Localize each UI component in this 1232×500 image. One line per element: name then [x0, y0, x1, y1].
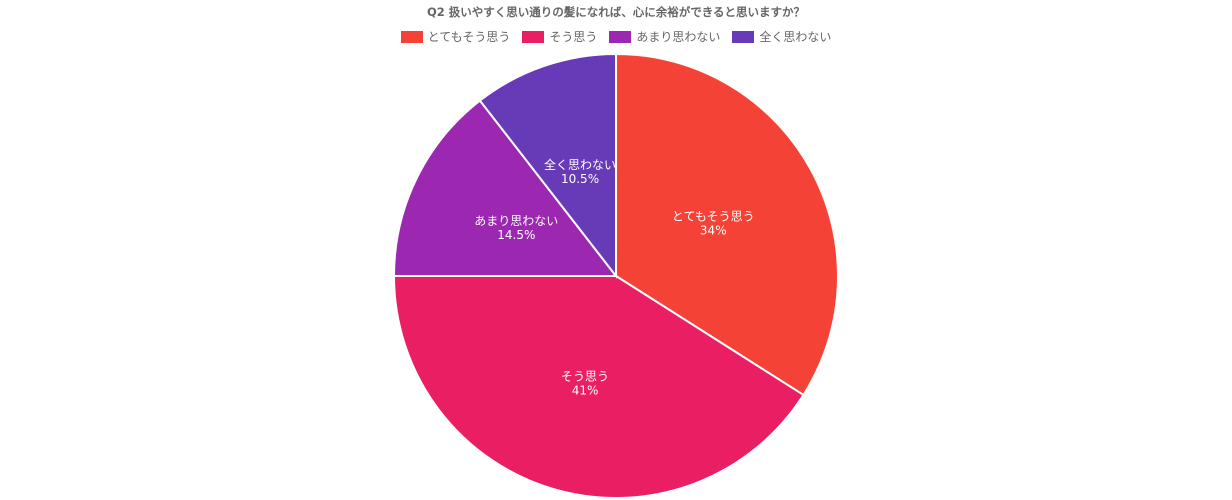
slice-label-mattaku: 全く思わない: [544, 157, 616, 172]
slice-value-sou: 41%: [572, 384, 599, 398]
legend-label-totemo: とてもそう思う: [427, 30, 511, 44]
legend-swatch-amari: [609, 30, 632, 43]
pie-slice-totemo[interactable]: [615, 52, 839, 397]
slice-label-amari: あまり思わない: [474, 214, 558, 228]
legend-item-mattaku[interactable]: 全く思わない: [732, 28, 831, 45]
legend-swatch-sou: [522, 30, 545, 43]
legend-item-amari[interactable]: あまり思わない: [609, 28, 720, 45]
legend-item-totemo[interactable]: とてもそう思う: [400, 28, 511, 45]
pie-slice-mattaku[interactable]: [478, 52, 617, 279]
legend-label-mattaku: 全く思わない: [759, 30, 832, 44]
legend-item-sou[interactable]: そう思う: [522, 28, 597, 45]
legend-label-amari: あまり思わない: [636, 30, 721, 44]
pie-slice-sou[interactable]: [392, 275, 805, 499]
slice-label-sou: そう思う: [561, 370, 609, 384]
chart-legend: とてもそう思う そう思う あまり思わない 全く思わない: [0, 28, 1232, 45]
slice-value-totemo: 34%: [700, 224, 727, 238]
slice-value-mattaku: 10.5%: [561, 172, 599, 186]
slice-value-amari: 14.5%: [497, 228, 535, 242]
legend-label-sou: そう思う: [549, 30, 598, 44]
legend-swatch-totemo: [400, 30, 423, 43]
pie-slice-amari[interactable]: [392, 99, 619, 277]
legend-swatch-mattaku: [732, 30, 755, 43]
chart-title: Q2 扱いやすく思い通りの髪になれば、心に余裕ができると思いますか？: [426, 5, 806, 19]
slice-label-totemo: とてもそう思う: [672, 210, 755, 224]
